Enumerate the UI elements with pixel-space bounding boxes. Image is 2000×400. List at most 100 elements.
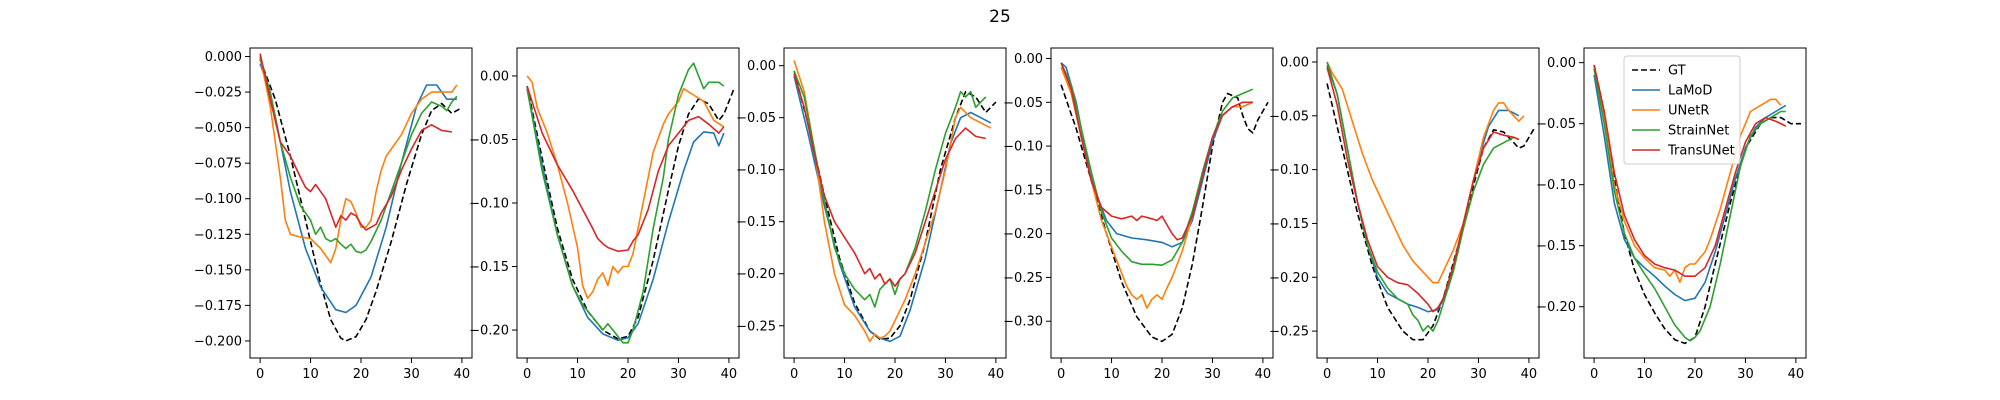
x-tick-label: 40 <box>1521 367 1538 382</box>
chart-panel-1: 0 10 20 30 40 0.000 −0.025 −0.050 −0.075 −0.100 −0… <box>194 47 473 382</box>
y-tick-label: −0.15 <box>1536 239 1576 254</box>
x-tick-label: 20 <box>887 367 904 382</box>
series-line-lamod <box>259 63 457 314</box>
series-group <box>1326 61 1535 341</box>
series-line-gt <box>526 85 735 340</box>
y-tick-label: −0.20 <box>1269 271 1309 286</box>
y-tick-label: 0.00 <box>1280 55 1309 70</box>
x-tick-label: 20 <box>620 367 637 382</box>
legend-label-unetr: UNetR <box>1668 104 1709 119</box>
y-tick-label: −0.10 <box>1003 140 1043 155</box>
series-line-strainnet <box>259 56 458 254</box>
chart-panel-2: 0 10 20 30 40 0.00 −0.05 −0.10 −0.15 −0.20 <box>469 47 740 382</box>
y-tick-label: −0.050 <box>194 121 242 136</box>
legend-label-gt: GT <box>1668 64 1686 79</box>
y-tick-label: −0.15 <box>1003 183 1043 198</box>
y-tick-label: 0.000 <box>205 50 242 65</box>
series-line-unetr <box>1593 68 1782 284</box>
x-tick-label: 30 <box>1204 367 1221 382</box>
chart-panel-5: 0 10 20 30 40 0.00 −0.05 −0.10 −0.15 −0.20 −0.25 <box>1269 47 1540 382</box>
y-tick-label: −0.05 <box>469 133 509 148</box>
series-group <box>259 53 463 342</box>
x-tick-label: 10 <box>836 367 853 382</box>
y-tick-label: −0.20 <box>736 267 776 282</box>
series-line-strainnet <box>1593 68 1786 342</box>
x-tick-label: 40 <box>1255 367 1272 382</box>
series-line-unetr <box>526 75 725 300</box>
series-line-lamod <box>1060 62 1254 248</box>
x-tick-label: 40 <box>721 367 738 382</box>
series-group <box>526 62 735 344</box>
x-tick-label: 30 <box>670 367 687 382</box>
y-tick-label: −0.05 <box>1536 117 1576 132</box>
figure-suptitle: 25 <box>989 7 1011 27</box>
y-tick-label: −0.30 <box>1003 315 1043 330</box>
series-group <box>1593 64 1801 345</box>
y-tick-label: −0.20 <box>469 324 509 339</box>
series-group <box>1060 62 1269 343</box>
y-tick-label: −0.10 <box>469 197 509 212</box>
x-tick-label: 20 <box>1154 367 1171 382</box>
legend-box <box>1623 55 1741 165</box>
x-tick-label: 0 <box>1057 367 1065 382</box>
y-tick-label: −0.15 <box>469 260 509 275</box>
y-tick-label: −0.125 <box>194 228 242 243</box>
series-line-strainnet <box>1326 61 1520 332</box>
x-tick-label: 10 <box>1636 367 1653 382</box>
series-line-strainnet <box>526 62 725 344</box>
series-line-unetr <box>259 56 458 264</box>
x-tick-label: 10 <box>1369 367 1386 382</box>
x-tick-label: 30 <box>1470 367 1487 382</box>
series-line-lamod <box>526 88 725 341</box>
legend-label-transunet: TransUNet <box>1667 144 1735 159</box>
y-tick-label: −0.20 <box>1003 227 1043 242</box>
series-line-transunet <box>1326 67 1520 313</box>
chart-panel-6: 0 10 20 30 40 0.00 −0.05 −0.10 −0.15 −0.20 GT LaMoD… <box>1536 47 1807 382</box>
y-tick-label: 0.00 <box>480 69 509 84</box>
series-line-unetr <box>1060 67 1254 309</box>
y-tick-label: −0.25 <box>1003 271 1043 286</box>
y-tick-label: −0.25 <box>1269 325 1309 340</box>
series-line-transunet <box>526 85 725 253</box>
series-line-transunet <box>793 73 986 287</box>
y-tick-label: −0.15 <box>736 215 776 230</box>
y-tick-label: −0.25 <box>736 319 776 334</box>
series-line-gt <box>1326 83 1535 341</box>
y-tick-label: −0.075 <box>194 157 242 172</box>
y-tick-label: −0.10 <box>736 163 776 178</box>
y-tick-label: −0.150 <box>194 263 242 278</box>
x-tick-label: 20 <box>353 367 370 382</box>
y-tick-label: −0.20 <box>1536 300 1576 315</box>
x-tick-label: 40 <box>988 367 1005 382</box>
series-line-gt <box>1060 84 1269 343</box>
x-tick-label: 0 <box>1323 367 1331 382</box>
x-tick-label: 0 <box>256 367 264 382</box>
series-line-strainnet <box>1060 62 1254 266</box>
panels: 0 10 20 30 400.000−0.025−0.050−0.075−0.100−0… <box>194 47 1807 382</box>
x-tick-label: 20 <box>1420 367 1437 382</box>
series-line-unetr <box>793 60 992 343</box>
x-tick-label: 30 <box>403 367 420 382</box>
y-tick-label: −0.200 <box>194 334 242 349</box>
y-tick-label: −0.15 <box>1269 217 1309 232</box>
series-group <box>793 60 997 343</box>
x-tick-label: 30 <box>937 367 954 382</box>
series-line-lamod <box>1326 64 1520 313</box>
x-tick-label: 40 <box>1788 367 1805 382</box>
chart-panel-3: 0 10 20 30 40 0.00 −0.05 −0.10 −0.15 −0.20 −0.25 <box>736 47 1007 382</box>
y-tick-label: −0.05 <box>736 111 776 126</box>
legend-label-lamod: LaMoD <box>1668 84 1712 99</box>
legend-label-strainnet: StrainNet <box>1668 124 1729 139</box>
y-tick-label: −0.100 <box>194 192 242 207</box>
series-line-unetr <box>1326 61 1525 284</box>
y-tick-label: 0.00 <box>1547 56 1576 71</box>
x-tick-label: 20 <box>1687 367 1704 382</box>
x-tick-label: 40 <box>454 367 471 382</box>
series-line-transunet <box>1060 62 1253 241</box>
x-tick-label: 0 <box>523 367 531 382</box>
legend: GT LaMoD UNetR StrainNet TransUNet <box>1623 55 1741 165</box>
y-tick-label: −0.025 <box>194 86 242 101</box>
chart-panel-4: 0 10 20 30 40 0.00 −0.05 −0.10 −0.15 −0.20 −0.25 −0… <box>1003 47 1274 382</box>
x-tick-label: 30 <box>1737 367 1754 382</box>
